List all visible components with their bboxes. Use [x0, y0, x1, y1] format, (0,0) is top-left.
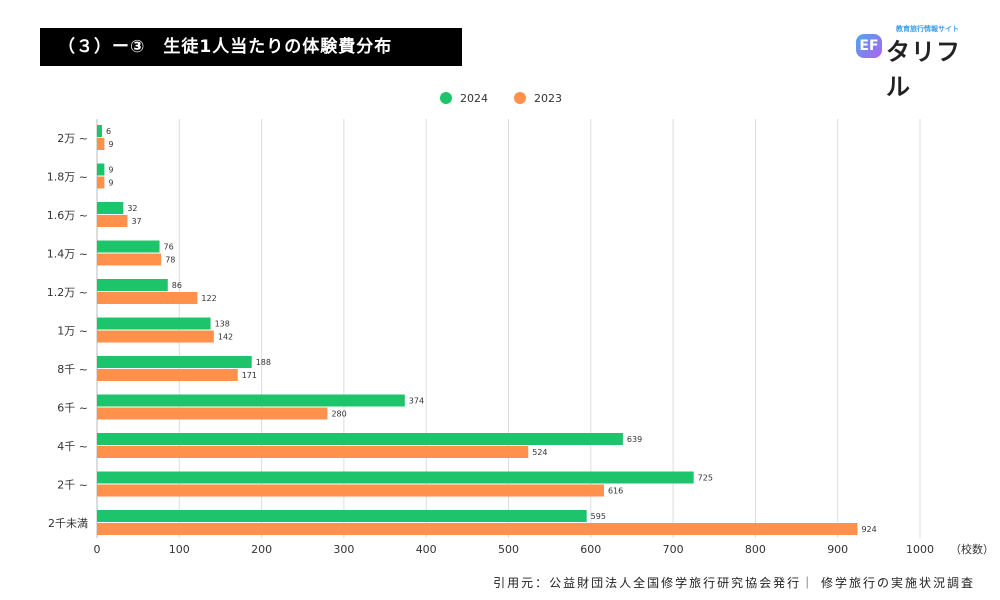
- y-tick-label: 1.4万 ~: [47, 248, 88, 261]
- x-tick-label: 200: [251, 543, 272, 556]
- page-title: （３）ー③ 生徒1人当たりの体験費分布: [40, 28, 462, 66]
- logo: 教育旅行情報サイト EF タリフル: [856, 24, 976, 101]
- x-tick-label: 700: [663, 543, 684, 556]
- x-tick-label: 1000: [906, 543, 934, 556]
- y-tick-label: 6千 ~: [57, 402, 88, 415]
- logo-name: タリフル: [886, 38, 961, 101]
- bar-2024: [97, 433, 623, 445]
- bar-2024: [97, 163, 105, 176]
- bar-2024: [97, 394, 405, 407]
- bar-2024: [97, 240, 160, 253]
- bar-2023: [97, 446, 529, 458]
- bar-2023: [97, 523, 858, 535]
- bar-2024: [97, 317, 211, 330]
- x-axis-label: （校数）: [950, 542, 994, 556]
- legend-item-2024: 2024: [440, 92, 488, 105]
- data-label-2023: 122: [201, 294, 216, 303]
- bar-2023: [97, 253, 162, 266]
- y-tick-label: 2千未満: [48, 517, 88, 530]
- bar-2024: [97, 510, 587, 522]
- bar-2023: [97, 176, 105, 189]
- data-label-2024: 374: [409, 397, 424, 406]
- y-tick-label: 2千 ~: [57, 479, 88, 492]
- x-tick-label: 100: [169, 543, 190, 556]
- bar-2024: [97, 356, 252, 368]
- x-tick-label: 300: [333, 543, 354, 556]
- data-label-2023: 142: [218, 333, 233, 342]
- data-label-2024: 188: [256, 358, 271, 367]
- legend: 2024 2023: [440, 92, 562, 105]
- data-label-2023: 171: [242, 371, 257, 380]
- y-tick-label: 8千 ~: [57, 363, 88, 376]
- logo-subtitle: 教育旅行情報サイト: [896, 25, 959, 33]
- bar-2023: [97, 407, 328, 420]
- x-tick-label: 800: [745, 543, 766, 556]
- data-label-2024: 138: [215, 320, 230, 329]
- data-label-2023: 524: [532, 448, 547, 457]
- data-label-2024: 725: [698, 474, 713, 483]
- bar-2024: [97, 125, 102, 137]
- bar-2024: [97, 202, 124, 214]
- y-tick-label: 1.2万 ~: [47, 286, 88, 299]
- data-label-2023: 616: [608, 487, 623, 496]
- data-label-2023: 924: [861, 525, 876, 534]
- y-tick-label: 1.6万 ~: [47, 209, 88, 222]
- data-label-2023: 280: [331, 410, 346, 419]
- data-label-2023: 78: [165, 256, 175, 265]
- bar-2024: [97, 471, 694, 484]
- x-tick-label: 400: [416, 543, 437, 556]
- data-label-2024: 6: [106, 127, 111, 136]
- data-label-2024: 32: [127, 204, 137, 213]
- x-tick-label: 0: [94, 543, 101, 556]
- bar-2023: [97, 330, 214, 343]
- data-label-2024: 595: [591, 512, 606, 521]
- data-label-2024: 76: [164, 243, 174, 252]
- bar-2023: [97, 138, 105, 150]
- data-label-2023: 9: [108, 140, 113, 149]
- logo-icon: EF: [856, 34, 882, 58]
- x-tick-label: 600: [580, 543, 601, 556]
- y-tick-label: 1万 ~: [57, 325, 88, 338]
- y-tick-label: 1.8万 ~: [47, 171, 88, 184]
- bar-2023: [97, 215, 128, 227]
- data-label-2024: 639: [627, 435, 642, 444]
- x-tick-label: 500: [498, 543, 519, 556]
- data-label-2023: 9: [108, 179, 113, 188]
- bar-2024: [97, 279, 168, 291]
- source-note: 引用元：公益財団法人全国修学旅行研究協会発行｜ 修学旅行の実施状況調査: [493, 576, 975, 590]
- bar-2023: [97, 292, 198, 304]
- bar-2023: [97, 484, 604, 497]
- legend-item-2023: 2023: [514, 92, 562, 105]
- y-tick-label: 2万 ~: [57, 132, 88, 145]
- bar-2023: [97, 369, 238, 381]
- data-label-2024: 9: [108, 166, 113, 175]
- x-tick-label: 900: [827, 543, 848, 556]
- data-label-2023: 37: [131, 217, 141, 226]
- y-tick-label: 4千 ~: [57, 440, 88, 453]
- data-label-2024: 86: [172, 281, 182, 290]
